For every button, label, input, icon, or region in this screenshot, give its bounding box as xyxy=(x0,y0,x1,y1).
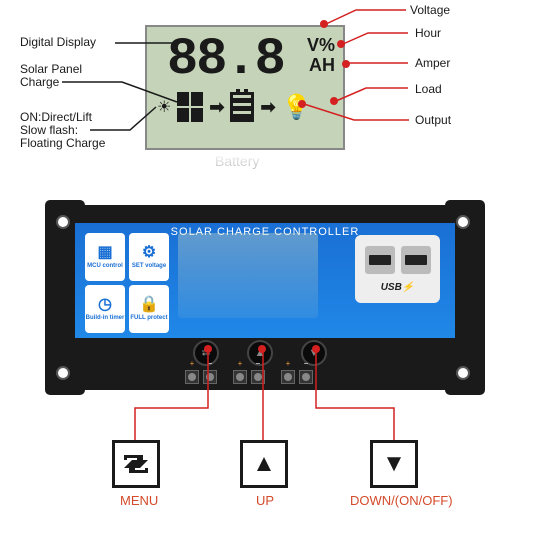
usb-ports xyxy=(365,246,431,274)
gear-icon: ⚙ xyxy=(142,244,156,262)
usb-port-1[interactable] xyxy=(365,246,395,274)
sun-icon: ☀ xyxy=(157,97,171,117)
arrow-icon: ➡ xyxy=(209,97,224,118)
leader-line xyxy=(326,10,406,25)
terminal[interactable] xyxy=(185,370,199,384)
solar-panel-icon xyxy=(177,92,203,122)
solar-controller-device: SOLAR CHARGE CONTROLLER ▦MCU control ⚙SE… xyxy=(45,200,485,395)
callout-dot xyxy=(312,345,320,353)
callout-load: Load xyxy=(415,82,442,96)
lcd-icon-row: ☀ ➡ ➡ 💡 xyxy=(157,92,311,122)
callout-dot xyxy=(342,60,350,68)
terminal[interactable] xyxy=(233,370,247,384)
callout-slow-flash: Slow flash: xyxy=(20,123,78,137)
callout-amper: Amper xyxy=(415,56,450,70)
lcd-digits: 88.8 xyxy=(167,30,284,89)
feature-mcu: ▦MCU control xyxy=(85,233,125,281)
usb-label: USB⚡ xyxy=(381,282,415,293)
callout-dot xyxy=(258,345,266,353)
feature-full: 🔒FULL protect xyxy=(129,285,169,333)
terminal[interactable] xyxy=(203,370,217,384)
down-icon-box: ▼ xyxy=(370,440,418,488)
feature-set: ⚙SET voltage xyxy=(129,233,169,281)
leader-line xyxy=(343,33,408,45)
up-label: UP xyxy=(256,493,274,508)
menu-label: MENU xyxy=(120,493,158,508)
lcd-ah: AH xyxy=(309,55,335,76)
mount-hole xyxy=(456,366,470,380)
terminal[interactable] xyxy=(299,370,313,384)
cycle-icon xyxy=(121,452,151,476)
device-faceplate: SOLAR CHARGE CONTROLLER ▦MCU control ⚙SE… xyxy=(75,223,455,338)
usb-area: USB⚡ xyxy=(355,235,440,303)
up-icon-box: ▲ xyxy=(240,440,288,488)
callout-on-direct: ON:Direct/Lift xyxy=(20,110,92,124)
callout-dot xyxy=(330,97,338,105)
device-body: SOLAR CHARGE CONTROLLER ▦MCU control ⚙SE… xyxy=(75,205,455,390)
terminal[interactable] xyxy=(251,370,265,384)
leader-line xyxy=(336,88,408,102)
device-lcd-area xyxy=(178,233,318,318)
battery-icon xyxy=(230,92,254,122)
lcd-v-percent: V% xyxy=(307,35,335,56)
battery-label: Battery xyxy=(215,153,259,169)
callout-floating: Floating Charge xyxy=(20,136,105,150)
menu-icon-box xyxy=(112,440,160,488)
callout-solar-panel: Solar Panel xyxy=(20,62,82,76)
callout-charge: Charge xyxy=(20,75,59,89)
clock-icon: ◷ xyxy=(98,296,112,314)
mount-hole xyxy=(56,215,70,229)
terminal-labels: +− +− +− xyxy=(185,359,313,368)
callout-dot xyxy=(298,100,306,108)
feature-timer: ◷Build-in timer xyxy=(85,285,125,333)
lock-icon: 🔒 xyxy=(139,296,159,314)
terminal[interactable] xyxy=(281,370,295,384)
chip-icon: ▦ xyxy=(97,244,112,262)
leader-line xyxy=(348,62,408,65)
mount-hole xyxy=(56,366,70,380)
callout-dot xyxy=(204,345,212,353)
callout-hour: Hour xyxy=(415,26,441,40)
down-label: DOWN/(ON/OFF) xyxy=(350,493,453,508)
callout-voltage: Voltage xyxy=(410,3,450,17)
arrow-icon: ➡ xyxy=(260,97,275,118)
mount-hole xyxy=(456,215,470,229)
usb-port-2[interactable] xyxy=(401,246,431,274)
callout-dot xyxy=(337,40,345,48)
lcd-display: 88.8 V% AH ☀ ➡ ➡ 💡 xyxy=(145,25,345,150)
callout-output: Output xyxy=(415,113,451,127)
callout-dot xyxy=(320,20,328,28)
feature-grid: ▦MCU control ⚙SET voltage ◷Build-in time… xyxy=(85,233,169,333)
callout-digital-display: Digital Display xyxy=(20,35,96,49)
terminal-row xyxy=(185,370,313,384)
bulb-icon: 💡 xyxy=(282,93,312,122)
